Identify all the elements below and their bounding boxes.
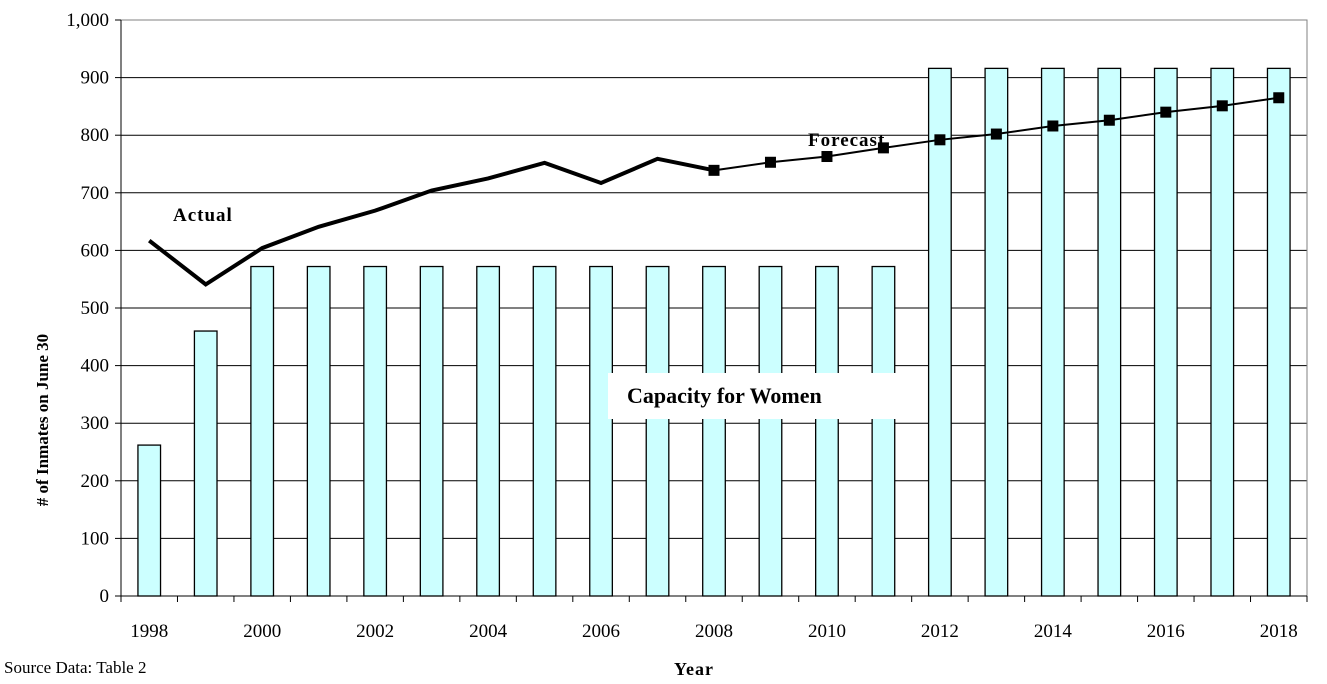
x-tick-label: 2012 <box>921 621 959 642</box>
y-tick-label: 500 <box>81 298 110 319</box>
x-tick-label: 2010 <box>808 621 846 642</box>
capacity-bar <box>419 265 444 597</box>
capacity-bar <box>137 444 162 597</box>
x-tick-label: 1998 <box>130 621 168 642</box>
forecast-marker <box>1047 120 1059 132</box>
forecast-marker <box>990 128 1002 140</box>
y-tick-label: 800 <box>81 125 110 146</box>
capacity-bar <box>871 265 896 597</box>
x-tick-label: 2000 <box>243 621 281 642</box>
x-tick-label: 2002 <box>356 621 394 642</box>
y-tick-label: 0 <box>100 586 110 607</box>
x-tick-label: 2018 <box>1260 621 1298 642</box>
actual-line <box>148 156 715 287</box>
y-tick-label: 100 <box>81 528 110 549</box>
capacity-bar <box>193 330 218 597</box>
capacity-bar <box>306 265 331 597</box>
y-tick-label: 1,000 <box>66 10 109 31</box>
forecast-marker <box>821 151 833 163</box>
forecast-marker <box>708 164 720 176</box>
capacity-bar <box>645 265 670 597</box>
x-tick-label: 2004 <box>469 621 508 642</box>
forecast-marker <box>1103 114 1115 126</box>
capacity-bar <box>532 265 557 597</box>
capacity-bar <box>589 265 613 597</box>
forecast-marker <box>877 142 889 154</box>
capacity-bar <box>363 265 388 597</box>
capacity-bar <box>815 265 839 597</box>
y-tick-label: 700 <box>81 183 110 204</box>
capacity-bar <box>927 67 952 597</box>
capacity-bar <box>758 265 783 597</box>
capacity-bar <box>1153 67 1178 597</box>
actual-label: Actual <box>173 205 233 226</box>
forecast-marker <box>764 156 776 168</box>
y-tick-label: 600 <box>81 240 110 261</box>
forecast-label: Forecast <box>808 130 885 151</box>
capacity-bar <box>1266 67 1291 597</box>
x-tick-labels: 1998 2000 2002 2004 2006 2008 2010 2012 2014 2016… <box>130 621 1298 642</box>
x-tick-label: 2016 <box>1147 621 1185 642</box>
capacity-bar <box>984 67 1009 597</box>
capacity-bar <box>250 265 275 597</box>
capacity-bar <box>1040 67 1065 597</box>
line-series <box>148 92 1285 287</box>
forecast-marker <box>1216 100 1228 112</box>
x-axis-title: Year <box>674 659 714 679</box>
y-tick-label: 200 <box>81 471 110 492</box>
forecast-marker <box>1160 106 1172 118</box>
axes <box>115 19 1308 602</box>
y-tick-label: 400 <box>81 356 110 377</box>
y-tick-label: 300 <box>81 413 110 434</box>
capacity-bar <box>476 265 501 597</box>
capacity-label-background <box>608 373 898 419</box>
x-tick-label: 2014 <box>1034 621 1073 642</box>
y-tick-label: 900 <box>81 68 110 89</box>
x-tick-label: 2006 <box>582 621 620 642</box>
forecast-marker <box>1273 92 1285 104</box>
capacity-bar <box>702 265 726 597</box>
capacity-bars <box>137 67 1291 597</box>
forecast-marker <box>934 134 946 146</box>
x-tick-label: 2008 <box>695 621 733 642</box>
capacity-bar <box>1210 67 1235 597</box>
capacity-label: Capacity for Women <box>627 383 822 408</box>
y-axis-title: # of Inmates on June 30 <box>33 334 52 506</box>
source-note: Source Data: Table 2 <box>4 658 146 677</box>
capacity-bar <box>1097 67 1122 597</box>
y-tick-labels: 0 100 200 300 400 500 600 700 800 900 1,000 <box>66 10 109 607</box>
